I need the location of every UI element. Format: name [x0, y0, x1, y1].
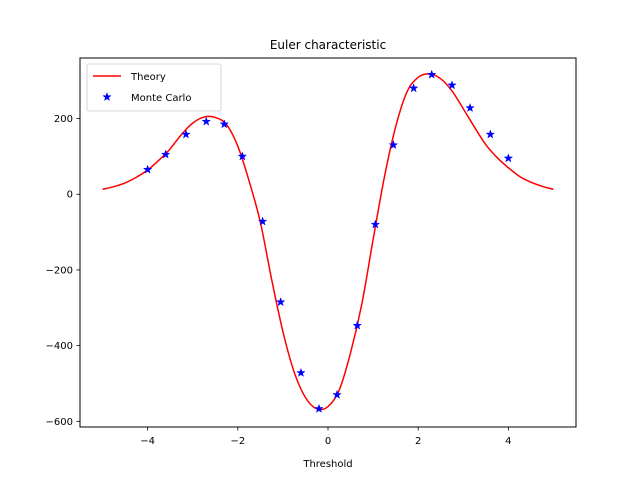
monte-carlo-point — [296, 367, 306, 377]
x-axis: −4 −2 0 2 4 — [140, 427, 512, 447]
monte-carlo-point — [237, 151, 248, 161]
x-tick-label: 4 — [505, 436, 511, 447]
monte-carlo-point — [257, 216, 268, 226]
x-axis-title: Threshold — [302, 459, 352, 470]
monte-carlo-point — [408, 83, 419, 93]
legend-swatch-monte-carlo — [102, 91, 112, 102]
y-tick-label: −600 — [46, 417, 73, 428]
x-tick-label: −4 — [140, 436, 155, 447]
y-tick-label: 0 — [67, 190, 73, 201]
monte-carlo-point — [160, 149, 171, 159]
monte-carlo-point — [201, 116, 212, 126]
legend-label: Theory — [130, 72, 166, 83]
x-tick-label: 2 — [415, 436, 421, 447]
monte-carlo-point — [314, 403, 324, 413]
monte-carlo-point — [447, 80, 457, 90]
monte-carlo-point — [181, 129, 191, 139]
monte-carlo-point — [465, 102, 475, 113]
theory-line — [102, 73, 554, 411]
monte-carlo-point — [332, 389, 342, 399]
monte-carlo-point — [503, 153, 514, 163]
monte-carlo-point — [275, 297, 286, 307]
y-tick-label: 200 — [54, 114, 73, 125]
legend: Theory Monte Carlo — [86, 63, 222, 112]
y-axis: −600 −400 −200 0 200 — [46, 114, 80, 428]
x-tick-label: 0 — [325, 436, 331, 447]
monte-carlo-point — [370, 219, 381, 229]
legend-label: Monte Carlo — [131, 93, 191, 104]
y-tick-label: −200 — [46, 265, 73, 276]
y-tick-label: −400 — [46, 341, 73, 352]
monte-carlo-point — [352, 320, 363, 330]
monte-carlo-point — [219, 119, 230, 129]
monte-carlo-point — [426, 69, 437, 79]
monte-carlo-point — [485, 129, 496, 139]
monte-carlo-point — [142, 164, 153, 174]
x-tick-label: −2 — [230, 436, 245, 447]
chart-title: Euler characteristic — [270, 38, 386, 52]
monte-carlo-point — [388, 139, 399, 150]
